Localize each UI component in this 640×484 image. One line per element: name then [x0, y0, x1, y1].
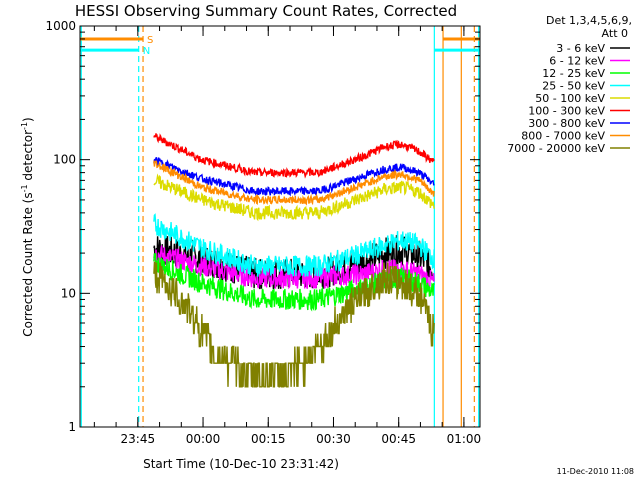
x-tick-label: 23:45 [121, 432, 156, 446]
legend-entry-label: 7000 - 20000 keV [507, 142, 605, 155]
series-line [153, 261, 435, 388]
legend-header-attenuator: Att 0 [602, 27, 628, 40]
legend-entry-label: 12 - 25 keV [542, 67, 605, 80]
x-tick-label: 00:45 [381, 432, 416, 446]
y-tick-label: 1 [68, 420, 76, 434]
legend-entry-label: 800 - 7000 keV [521, 130, 605, 143]
plot-frame [79, 25, 481, 428]
x-tick-label: 00:30 [316, 432, 351, 446]
y-tick-label: 10 [61, 286, 76, 300]
footer-timestamp: 11-Dec-2010 11:08 [557, 467, 634, 476]
x-axis: 23:45 00:00 00:15 00:30 00:45 01:00 [93, 26, 482, 446]
series-line [153, 156, 435, 197]
chart-title: HESSI Observing Summary Count Rates, Cor… [75, 2, 457, 20]
x-tick-label: 01:00 [447, 432, 482, 446]
legend-entry-label: 3 - 6 keV [556, 42, 605, 55]
series-line [153, 213, 435, 277]
legend-header-detectors: Det 1,3,4,5,6,9, [546, 14, 632, 27]
legend-entry-label: 300 - 800 keV [528, 117, 605, 130]
flag-label: N [143, 46, 150, 57]
x-tick-label: 00:00 [186, 432, 221, 446]
legend-entry-label: 100 - 300 keV [528, 105, 605, 118]
y-tick-label: 1000 [45, 19, 76, 33]
y-axis: 1 10 100 1000 [45, 19, 480, 434]
flag-label: S [147, 35, 153, 46]
x-tick-label: 00:15 [251, 432, 286, 446]
y-tick-label: 100 [53, 153, 76, 167]
series-line [153, 133, 435, 179]
legend-entry-label: 25 - 50 keV [542, 80, 605, 93]
x-axis-label: Start Time (10-Dec-10 23:31:42) [143, 457, 339, 471]
y-axis-label: Corrected Count Rate (s-1 detector-1) [20, 117, 35, 336]
legend-entry-label: 50 - 100 keV [535, 92, 605, 105]
series-line [153, 160, 435, 206]
series-line [153, 173, 435, 222]
legend-entry-label: 6 - 12 keV [549, 55, 605, 68]
